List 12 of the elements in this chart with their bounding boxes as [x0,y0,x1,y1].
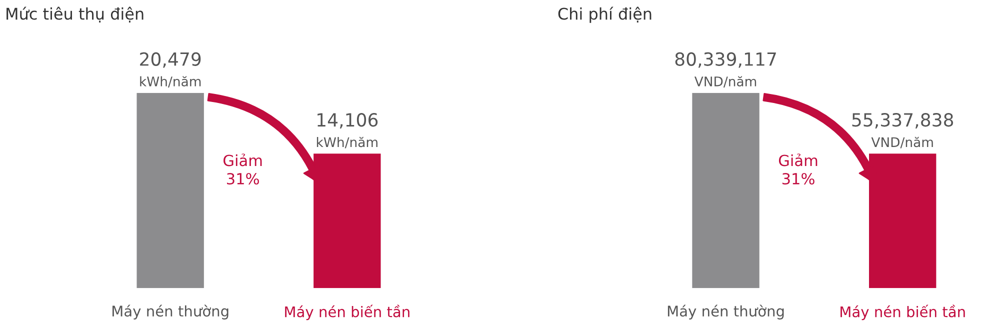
annotation: Giảm 31% [224,154,262,185]
annotation: Giảm 31% [778,154,818,185]
data-label: 80,339,117 VND/năm [675,52,776,88]
data-label: 14,106 kWh/năm [316,113,378,148]
x-tick-label: Máy nén thường [668,304,784,320]
x-tick-label: Máy nén biến tần [840,304,965,320]
chart-title: Chi phí điện [558,6,652,23]
x-tick-label: Máy nén thường [112,304,228,320]
x-tick-label: Máy nén biến tần [285,304,410,320]
data-label: 20,479 kWh/năm [140,52,201,88]
data-label: 55,337,838 VND/năm [852,113,954,148]
chart-title: Mức tiêu thụ điện [6,6,144,22]
